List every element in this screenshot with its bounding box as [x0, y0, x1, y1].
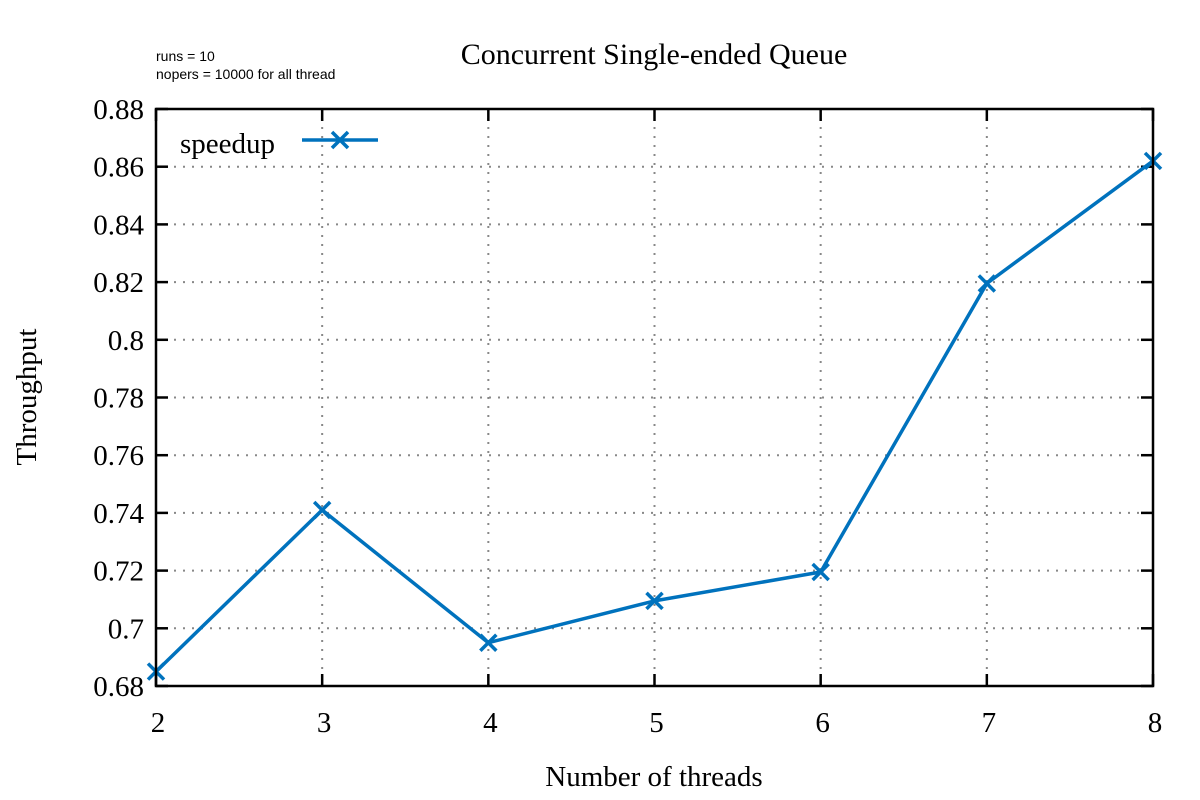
x-tick-label: 8 [1148, 707, 1163, 739]
y-tick-label: 0.86 [93, 152, 144, 184]
x-tick-label: 6 [815, 707, 830, 739]
y-tick-label: 0.76 [93, 440, 144, 472]
y-tick-labels: 0.68 0.7 0.72 0.74 0.76 0.78 0.8 0.82 0.84 0.86 0.… [93, 94, 144, 703]
data-point [312, 500, 332, 520]
marker-stroke [312, 500, 332, 520]
chart-title: Concurrent Single-ended Queue [461, 38, 848, 71]
x-axis-label: Number of threads [545, 761, 762, 793]
x-tick-label: 2 [151, 707, 166, 739]
marker-stroke [479, 633, 498, 652]
legend-marker-stroke [330, 130, 350, 150]
y-tick-label: 0.74 [93, 498, 144, 530]
y-tick-label: 0.78 [93, 383, 144, 415]
annotation-runs: runs = 10 [156, 48, 215, 64]
x-tick-label: 7 [982, 707, 997, 739]
plot-frame [154, 107, 1155, 688]
y-tick-label: 0.82 [93, 267, 144, 299]
y-tick-label: 0.7 [108, 613, 144, 645]
y-tick-label: 0.84 [93, 209, 144, 241]
x-tick-label: 4 [483, 707, 498, 739]
y-tick-label: 0.72 [93, 556, 144, 588]
legend-label-speedup: speedup [180, 128, 275, 160]
marker-stroke [645, 591, 664, 611]
marker-stroke [811, 562, 830, 582]
annotation-nopers: nopers = 10000 for all thread [156, 66, 335, 82]
x-tick-label: 3 [317, 707, 332, 739]
y-tick-label: 0.8 [108, 325, 144, 357]
x-tick-labels: 2 3 4 5 6 7 8 [151, 707, 1163, 739]
y-tick-label: 0.88 [93, 94, 144, 126]
y-axis-label: Throughput [11, 329, 43, 466]
grid-lines [156, 109, 1153, 686]
data-point [977, 274, 997, 293]
data-point [645, 591, 664, 611]
marker-stroke [977, 274, 997, 293]
x-tick-label: 5 [649, 707, 664, 739]
legend: speedup [180, 128, 378, 160]
series-layer [146, 151, 1163, 681]
data-point [479, 633, 498, 652]
legend-marker-speedup [330, 130, 350, 150]
data-point [811, 562, 830, 582]
y-tick-label: 0.68 [93, 671, 144, 703]
